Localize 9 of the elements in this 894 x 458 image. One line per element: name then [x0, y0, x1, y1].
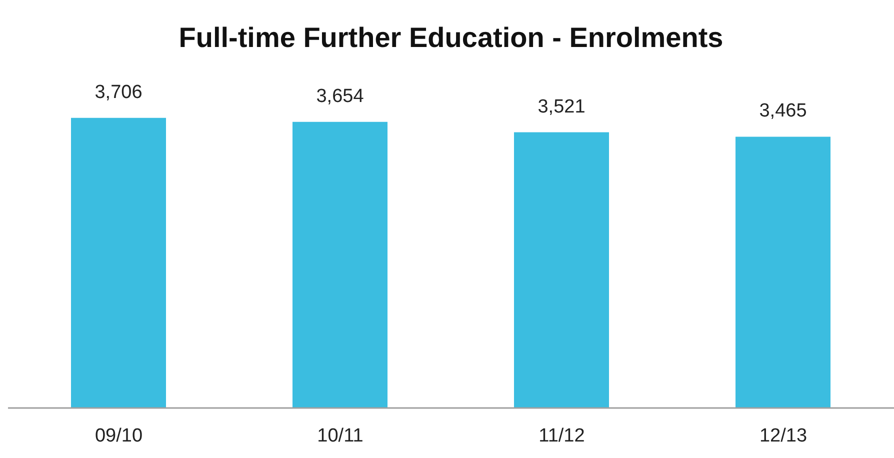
chart-title: Full-time Further Education - Enrolments — [178, 21, 724, 55]
x-tick-label: 11/12 — [538, 425, 585, 446]
data-label: 3,654 — [316, 86, 364, 107]
data-label: 3,465 — [759, 100, 807, 122]
x-tick-label: 09/10 — [94, 425, 143, 446]
x-tick-label: 12/13 — [759, 425, 808, 446]
x-tick-label: 10/11 — [317, 425, 364, 446]
data-label: 3,706 — [94, 82, 142, 103]
data-label: 3,521 — [538, 96, 586, 118]
